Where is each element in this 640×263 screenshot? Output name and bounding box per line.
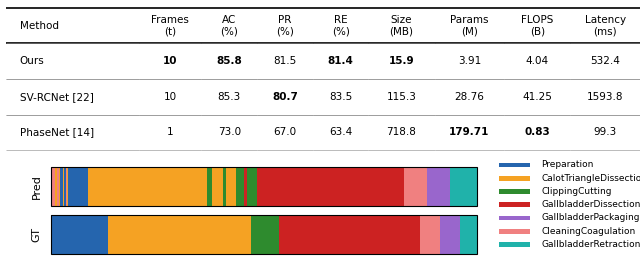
Bar [51,215,477,254]
Text: GallbladderRetraction: GallbladderRetraction [541,240,640,249]
Bar [66,166,67,206]
Text: CleaningCoagulation: CleaningCoagulation [541,227,636,236]
Bar [55,166,57,206]
Bar [499,229,530,234]
Bar [226,166,236,206]
Bar [68,166,88,206]
Bar [223,166,226,206]
Bar [427,166,450,206]
Bar [404,166,427,206]
Text: GT: GT [31,227,42,242]
Bar [450,166,477,206]
Bar [212,166,223,206]
Bar [499,242,530,247]
Bar [278,215,420,254]
Bar [244,166,248,206]
Bar [420,215,440,254]
Text: ClippingCutting: ClippingCutting [541,187,612,196]
Bar [460,215,477,254]
Bar [57,166,58,206]
Bar [257,166,404,206]
Bar [51,166,477,206]
Bar [67,166,68,206]
Bar [499,176,530,181]
Text: Preparation: Preparation [541,160,594,169]
Bar [51,166,55,206]
Bar [251,215,278,254]
Bar [440,215,460,254]
Bar [499,163,530,167]
Bar [58,166,60,206]
Bar [499,202,530,207]
Bar [51,215,108,254]
Bar [64,166,66,206]
Text: GallbladderPackaging: GallbladderPackaging [541,214,640,222]
Bar [207,166,212,206]
Text: GallbladderDissection: GallbladderDissection [541,200,640,209]
Bar [248,166,257,206]
Bar [499,189,530,194]
Text: Pred: Pred [31,174,42,199]
Bar [63,166,64,206]
Text: CalotTriangleDissection: CalotTriangleDissection [541,174,640,183]
Bar [60,166,63,206]
Bar [108,215,251,254]
Bar [236,166,244,206]
Bar [499,216,530,220]
Bar [88,166,207,206]
